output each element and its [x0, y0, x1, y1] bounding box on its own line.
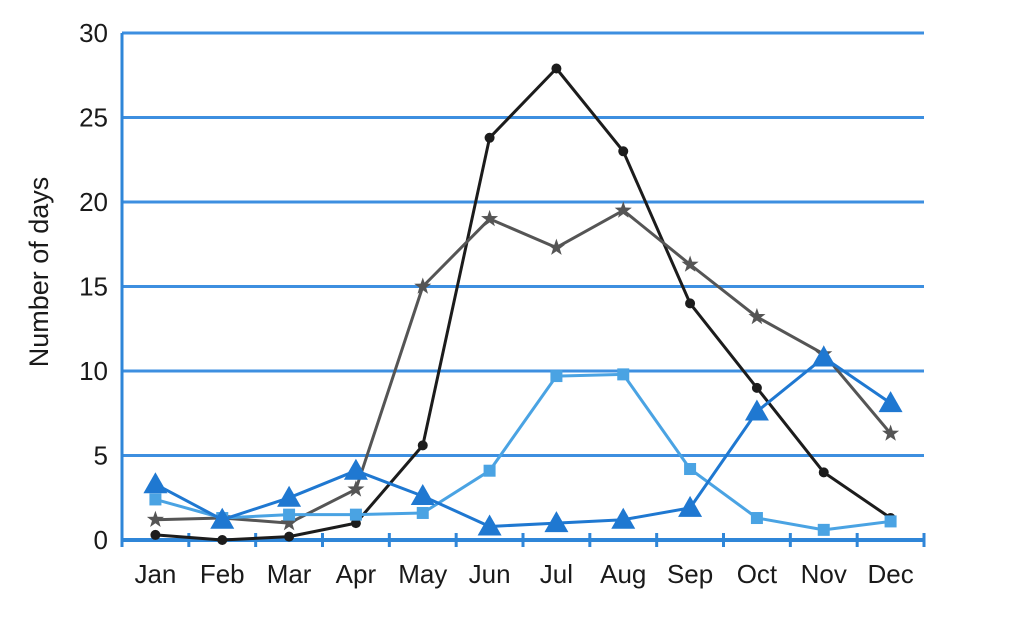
data-point-star	[414, 277, 432, 294]
data-point-square	[416, 506, 429, 519]
data-point-circle	[484, 132, 495, 143]
data-point-star	[882, 424, 900, 441]
data-point-square	[483, 464, 496, 477]
x-tick-label: Aug	[600, 559, 646, 589]
x-tick-label: Apr	[336, 559, 377, 589]
data-point-triangle	[544, 511, 569, 533]
data-point-star	[681, 255, 699, 272]
gridlines	[122, 31, 924, 457]
data-point-triangle	[143, 472, 168, 494]
data-point-square	[283, 508, 296, 521]
y-tick-label: 10	[79, 356, 108, 386]
x-tick-label: Oct	[737, 559, 778, 589]
x-tick-label: Dec	[867, 559, 913, 589]
data-point-circle	[417, 440, 428, 451]
data-point-triangle	[744, 399, 769, 421]
y-tick-label: 15	[79, 272, 108, 302]
y-axis: 0 5 10 15 20 25 30	[79, 18, 124, 555]
data-point-circle	[217, 535, 228, 545]
data-point-circle	[818, 467, 829, 478]
data-point-circle	[150, 529, 161, 540]
data-point-triangle	[410, 484, 435, 506]
data-point-star	[748, 307, 766, 325]
data-point-triangle	[210, 507, 235, 529]
x-tick-label: May	[398, 559, 447, 589]
series-star	[146, 201, 900, 531]
y-axis-title: Number of days	[24, 177, 54, 368]
data-point-star	[614, 201, 632, 218]
data-point-square	[349, 508, 362, 521]
data-point-star	[146, 510, 164, 527]
series-layer	[143, 63, 903, 545]
data-point-triangle	[477, 514, 502, 536]
data-point-square	[817, 523, 830, 536]
data-point-square	[684, 463, 697, 476]
data-point-circle	[284, 531, 295, 542]
x-tick-label: Jun	[469, 559, 511, 589]
data-point-circle	[751, 382, 762, 393]
data-point-circle	[551, 63, 562, 74]
y-tick-label: 25	[79, 103, 108, 133]
data-point-star	[547, 238, 565, 255]
x-tick-label: Sep	[667, 559, 713, 589]
y-tick-label: 5	[94, 441, 108, 471]
x-tick-label: Jul	[540, 559, 573, 589]
x-tick-label: Mar	[267, 559, 312, 589]
series-line	[155, 208, 892, 525]
series-line	[154, 356, 892, 528]
data-point-square	[884, 515, 897, 528]
y-tick-label: 0	[94, 525, 108, 555]
data-point-star	[347, 480, 365, 497]
x-tick-label: Jan	[134, 559, 176, 589]
data-point-triangle	[611, 507, 636, 529]
data-point-triangle	[343, 458, 368, 480]
data-point-circle	[685, 298, 696, 309]
y-tick-label: 30	[79, 18, 108, 48]
data-point-square	[750, 512, 763, 525]
data-point-triangle	[811, 345, 836, 367]
data-point-triangle	[277, 485, 302, 507]
data-point-square	[550, 370, 563, 383]
series-line	[154, 372, 891, 532]
data-point-triangle	[678, 495, 703, 517]
y-tick-label: 20	[79, 187, 108, 217]
data-point-circle	[618, 146, 629, 157]
x-axis: Jan Feb Mar Apr May Jun Jul Aug Sep Oct Nov Dec	[120, 533, 926, 589]
x-tick-label: Nov	[801, 559, 847, 589]
data-point-triangle	[878, 391, 903, 413]
data-point-square	[149, 493, 162, 506]
series-square	[149, 368, 897, 536]
series-triangle	[143, 345, 903, 536]
data-point-star	[280, 514, 298, 531]
data-point-square	[617, 368, 630, 381]
x-tick-label: Feb	[200, 559, 245, 589]
data-point-star	[481, 209, 499, 227]
